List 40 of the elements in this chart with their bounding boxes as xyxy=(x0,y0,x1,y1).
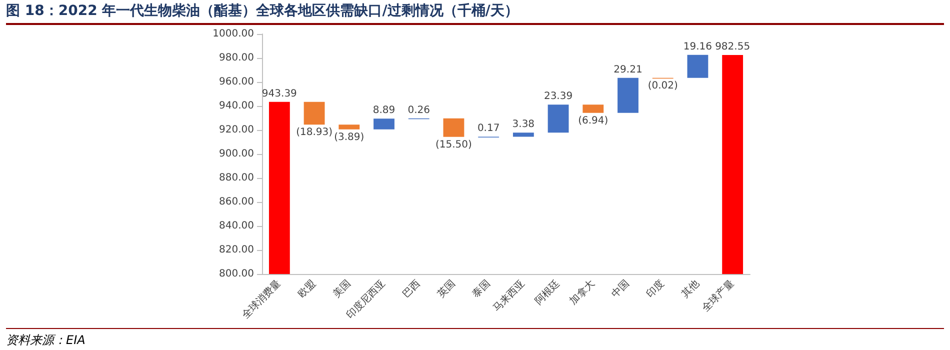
data-label: 0.17 xyxy=(477,123,500,134)
y-tick-label: 900.00 xyxy=(219,148,254,160)
text: 资料来源：EIA xyxy=(6,328,944,349)
y-tick-label: 860.00 xyxy=(219,196,254,208)
y-tick-label: 880.00 xyxy=(219,172,254,184)
data-label: 982.55 xyxy=(715,41,750,52)
y-tick-label: 800.00 xyxy=(219,268,254,280)
y-tick-label: 840.00 xyxy=(219,220,254,232)
x-tick-label: 全球消费量 xyxy=(239,277,284,322)
data-label: (6.94) xyxy=(578,115,608,126)
x-tick-label: 加拿大 xyxy=(567,277,598,308)
y-tick-label: 940.00 xyxy=(219,100,254,112)
x-tick-label: 印度 xyxy=(644,277,667,300)
x-tick-label: 阿根廷 xyxy=(532,277,562,308)
x-tick-label: 其他 xyxy=(678,277,702,300)
chart-title: 图 18：2022 年一代生物柴油（酯基）全球各地区供需缺口/过剩情况（千桶/天） xyxy=(6,2,944,25)
y-tick-label: 820.00 xyxy=(219,244,254,256)
data-label: 0.26 xyxy=(408,104,430,116)
x-tick-label: 欧盟 xyxy=(296,277,318,300)
data-label: 943.39 xyxy=(262,88,297,100)
x-tick-label: 全球产量 xyxy=(700,277,736,314)
data-label: 23.39 xyxy=(544,91,573,102)
y-tick-label: 1000.00 xyxy=(212,28,254,40)
data-label: 8.89 xyxy=(372,105,396,116)
data-label: (15.50) xyxy=(435,139,472,150)
y-tick-label: 980.00 xyxy=(219,52,254,64)
data-label: (18.93) xyxy=(296,127,333,138)
data-label: 29.21 xyxy=(614,64,642,76)
x-tick-label: 马来西亚 xyxy=(490,277,528,314)
x-tick-label: 英国 xyxy=(434,277,458,300)
x-tick-label: 巴西 xyxy=(400,278,423,300)
data-label: (0.02) xyxy=(648,80,678,92)
data-label: 19.16 xyxy=(683,41,712,52)
y-tick-label: 960.00 xyxy=(219,76,254,88)
data-label: (3.89) xyxy=(334,132,364,143)
x-tick-label: 中国 xyxy=(609,277,632,300)
x-tick-label: 泰国 xyxy=(470,278,492,300)
y-tick-label: 920.00 xyxy=(219,124,254,136)
x-tick-label: 美国 xyxy=(330,277,354,300)
data-label: 3.38 xyxy=(512,119,535,130)
